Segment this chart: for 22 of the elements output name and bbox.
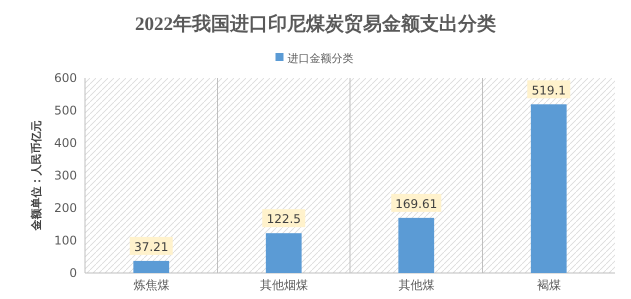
chart-title: 2022年我国进口印尼煤炭贸易金额支出分类 [135, 13, 496, 35]
data-label: 169.61 [395, 196, 438, 211]
y-tick-label: 200 [54, 201, 77, 215]
data-label: 37.21 [134, 240, 168, 254]
y-tick-label: 600 [54, 71, 77, 85]
bar [530, 104, 567, 273]
bar [398, 218, 434, 273]
y-tick-label: 400 [54, 136, 77, 150]
data-label: 519.1 [532, 83, 566, 98]
x-tick-label: 其他煤 [398, 278, 434, 292]
data-label: 122.5 [266, 212, 301, 226]
y-tick-label: 100 [54, 234, 77, 248]
bar [266, 233, 302, 273]
x-tick-label: 炼焦煤 [133, 278, 170, 292]
legend-label: 进口金额分类 [288, 52, 354, 65]
x-tick-label: 其他烟煤 [260, 278, 308, 292]
x-tick-label: 褐煤 [536, 278, 561, 292]
y-axis-title: 金额单位：人民币亿元 [30, 120, 43, 232]
bar [133, 260, 170, 273]
y-tick-label: 0 [69, 266, 77, 280]
y-tick-label: 300 [54, 168, 77, 182]
y-tick-label: 500 [54, 104, 77, 118]
